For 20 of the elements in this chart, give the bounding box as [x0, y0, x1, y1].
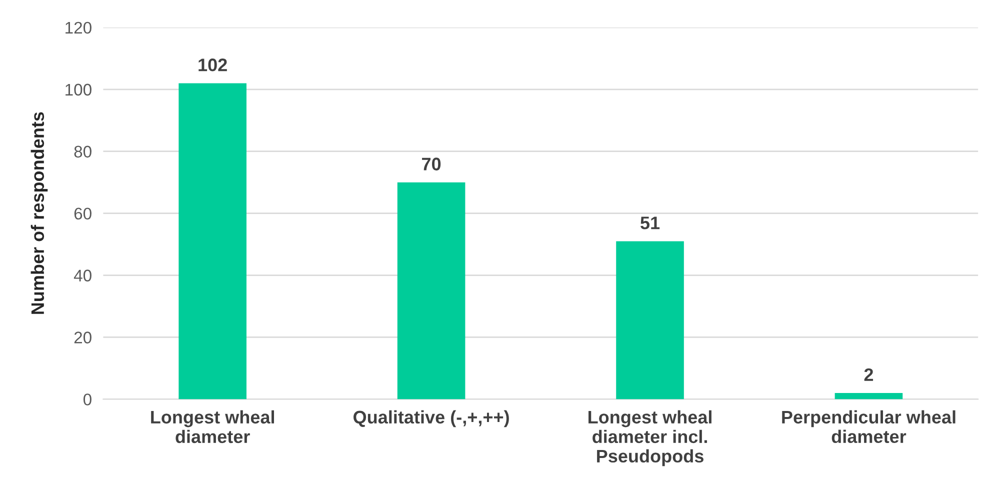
y-tick-label: 40: [74, 270, 92, 282]
data-label: 70: [422, 158, 441, 170]
y-tick-label: 20: [74, 332, 92, 344]
y-tick-label: 100: [66, 84, 92, 96]
x-tick-label: Qualitative (-,+,++): [354, 410, 509, 428]
data-label: 2: [864, 368, 874, 381]
y-axis-title: Number of respondents: [30, 112, 48, 314]
y-tick-label: 80: [74, 146, 92, 158]
y-tick-label: 120: [66, 22, 92, 34]
x-tick-label: Longest wheal diameter: [151, 410, 274, 444]
bar: [397, 182, 466, 400]
bar: [616, 241, 684, 400]
bar: [834, 393, 903, 400]
y-tick-label: 60: [74, 208, 92, 220]
x-tick-label: Perpendicular wheal diameter: [782, 410, 956, 444]
data-label: 102: [198, 58, 227, 72]
x-tick-label: Longest wheal diameter incl. Pseudopods: [588, 410, 712, 466]
bar: [178, 83, 246, 400]
data-label: 51: [640, 216, 660, 230]
y-tick-label: 0: [83, 394, 92, 406]
